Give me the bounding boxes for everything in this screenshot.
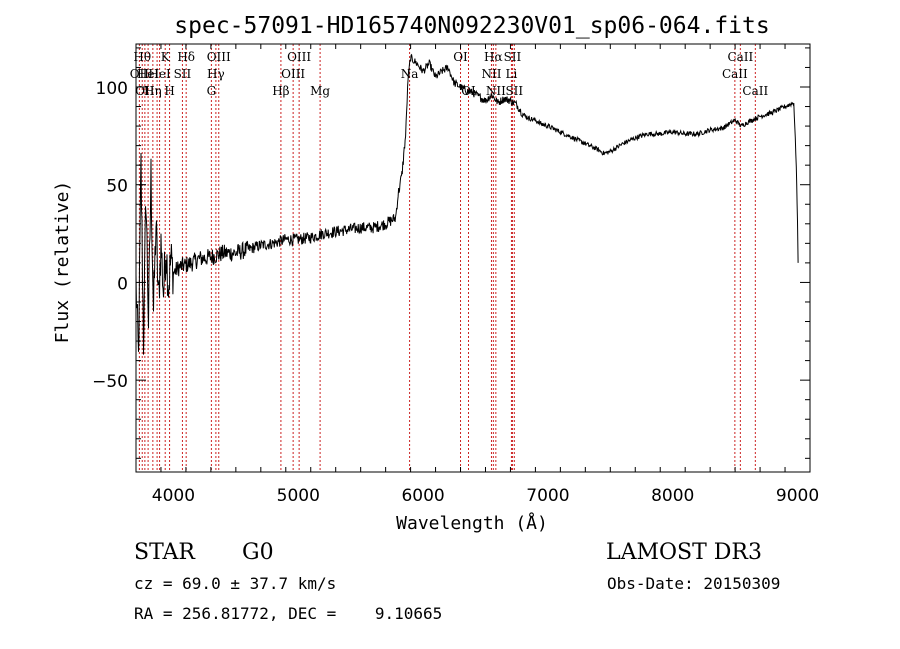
line-marker-label-25: SII [504,50,522,64]
line-marker-label-26: SII [505,84,523,98]
line-marker-label-14: Hβ [272,84,289,98]
y-tick-label: 50 [106,177,128,197]
y-tick-label: −50 [92,372,128,392]
survey-name: LAMOST DR3 [606,540,762,565]
line-marker-label-8: H [164,84,174,98]
x-tick-label: 9000 [776,486,819,506]
line-marker-label-10: Hδ [177,50,195,64]
x-tick-label: 5000 [277,486,320,506]
y-tick-label: 100 [96,79,128,99]
line-marker-label-23: NII [486,84,506,98]
line-marker-label-1: Hθ [133,50,151,64]
line-marker-label-12: Hγ [207,67,225,81]
x-axis-ticks: 4000 5000 6000 7000 8000 9000 [135,44,819,506]
y-axis-ticks: −50 0 50 100 [92,47,810,459]
line-marker-label-3: HeI [137,67,160,81]
line-marker-label-11: G [207,84,217,98]
spectral-line-labels: OIIHθOIIHeIHηHeIKHSIIHδGHγOIIIHβOIIIOIII… [130,50,769,98]
line-marker-label-17: Mg [310,84,330,98]
line-marker-label-4: Hη [144,84,162,98]
line-marker-label-28: CaII [727,50,753,64]
x-tick-label: 6000 [401,486,444,506]
x-axis-label: Wavelength (Å) [396,512,548,534]
line-marker-label-21: NII [481,67,501,81]
x-tick-label: 7000 [526,486,569,506]
chart-title: spec-57091-HD165740N092230V01_sp06-064.f… [174,13,769,39]
line-marker-label-0: OII [130,67,150,81]
line-marker-label-27: CaII [722,67,748,81]
line-marker-label-7: K [161,50,171,64]
y-axis-label: Flux (relative) [52,181,73,344]
x-tick-label: 4000 [152,486,195,506]
x-tick-label: 8000 [651,486,694,506]
plot-frame [135,43,811,473]
line-marker-label-2: OII [135,84,155,98]
observation-date: Obs-Date: 20150309 [607,574,781,593]
line-marker-label-6: HeI [148,67,171,81]
object-class: STAR [134,540,195,565]
line-marker-label-13: OIII [207,50,231,64]
y-tick-label: 0 [117,274,128,294]
object-subclass: G0 [242,540,274,565]
line-marker-label-29: CaII [742,84,768,98]
line-marker-label-9: SII [174,67,192,81]
line-marker-label-18: Na [401,67,419,81]
line-marker-label-16: OIII [287,50,311,64]
redshift-velocity: cz = 69.0 ± 37.7 km/s [134,574,337,593]
ra-dec-coordinates: RA = 256.81772, DEC = 9.10665 [134,604,443,623]
line-marker-label-15: OIII [281,67,305,81]
line-marker-label-22: Hα [484,50,503,64]
line-marker-label-24: Li [506,67,518,81]
flux-series-line [135,53,799,355]
spectral-line-markers [138,44,756,472]
line-marker-label-19: OI [453,50,468,64]
